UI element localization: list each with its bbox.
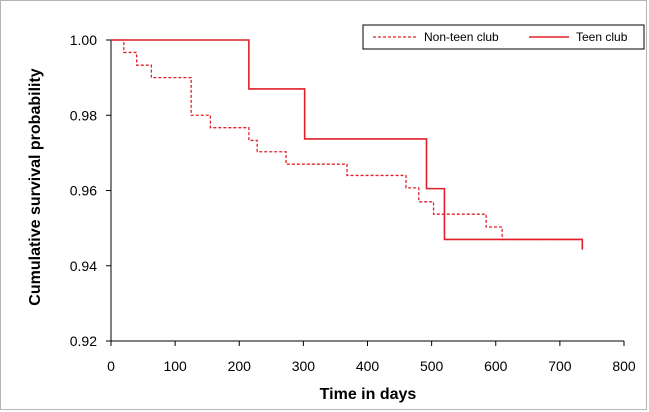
- y-tick-label: 0.94: [70, 258, 97, 274]
- x-tick-label: 800: [612, 358, 636, 374]
- y-tick-label: 0.96: [70, 183, 97, 199]
- x-tick-label: 600: [484, 358, 508, 374]
- x-tick-label: 400: [356, 358, 380, 374]
- x-tick-label: 500: [420, 358, 444, 374]
- x-axis-title: Time in days: [320, 386, 417, 403]
- series-line-non-teen-club: [111, 39, 583, 250]
- x-tick-label: 700: [548, 358, 572, 374]
- series-line-teen-club: [111, 39, 584, 250]
- axes: 0 100 200 300 400 500 600 700 800 0.92 0.94 0.96 0.9…: [70, 32, 636, 374]
- y-axis-title: Cumulative survival probability: [27, 68, 44, 306]
- y-tick-label: 0.92: [70, 333, 97, 349]
- x-tick-label: 0: [107, 358, 115, 374]
- legend-label-teen-club: Teen club: [576, 30, 628, 44]
- x-tick-label: 300: [292, 358, 316, 374]
- legend-label-non-teen-club: Non-teen club: [424, 30, 499, 44]
- plot-area: [111, 39, 584, 250]
- x-tick-label: 200: [228, 358, 252, 374]
- legend: Non-teen club Teen club: [362, 24, 645, 50]
- y-tick-label: 1.00: [70, 32, 97, 48]
- x-tick-label: 100: [163, 358, 187, 374]
- y-tick-label: 0.98: [70, 107, 97, 123]
